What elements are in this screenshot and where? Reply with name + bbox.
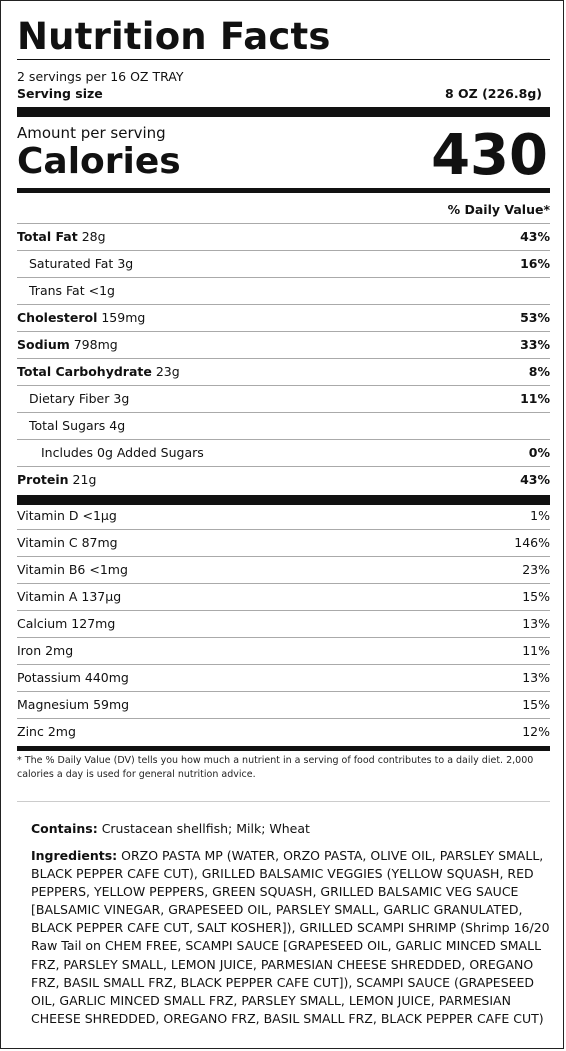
row-divider xyxy=(17,664,550,665)
nutrient-name: Includes 0g Added Sugars xyxy=(41,445,204,460)
vitamin-dv: 12% xyxy=(522,724,550,739)
nutrient-row-total-carbohydrate: Total Carbohydrate 23g 8% xyxy=(17,358,550,385)
nutrient-row-total-sugars: Total Sugars 4g xyxy=(17,412,550,439)
nutrient-name: Sodium 798mg xyxy=(17,337,118,352)
daily-value-header: % Daily Value* xyxy=(447,202,550,217)
ingredients-label: Ingredients: xyxy=(31,848,118,863)
nutrient-dv: 11% xyxy=(520,391,550,406)
vitamin-name: Magnesium 59mg xyxy=(17,697,130,712)
nutrient-row-added-sugars: Includes 0g Added Sugars 0% xyxy=(17,439,550,466)
allergen-statement: Contains: Crustacean shellfish; Milk; Wh… xyxy=(31,820,551,838)
label-title: Nutrition Facts xyxy=(17,15,331,58)
thick-divider-top xyxy=(17,107,550,117)
nutrient-dv: 8% xyxy=(528,364,550,379)
row-divider xyxy=(17,250,550,251)
calories-divider xyxy=(17,188,550,193)
nutrient-row-protein: Protein 21g 43% xyxy=(17,466,550,493)
ingredients-statement: Ingredients: ORZO PASTA MP (WATER, ORZO … xyxy=(31,847,551,1028)
row-divider xyxy=(17,610,550,611)
ingredients-text: ORZO PASTA MP (WATER, ORZO PASTA, OLIVE … xyxy=(31,848,550,1026)
vitamin-dv: 13% xyxy=(522,670,550,685)
nutrient-name: Total Carbohydrate 23g xyxy=(17,364,180,379)
serving-size-label: Serving size xyxy=(17,86,103,101)
vitamin-name: Vitamin B6 <1mg xyxy=(17,562,128,577)
vitamin-name: Vitamin D <1µg xyxy=(17,508,117,523)
row-divider xyxy=(17,529,550,530)
vitamin-row-iron: Iron 2mg 11% xyxy=(17,637,550,664)
vitamin-row-zinc: Zinc 2mg 12% xyxy=(17,718,550,745)
nutrient-row-dietary-fiber: Dietary Fiber 3g 11% xyxy=(17,385,550,412)
nutrient-name: Cholesterol 159mg xyxy=(17,310,146,325)
servings-per-container: 2 servings per 16 OZ TRAY xyxy=(17,69,184,84)
row-divider xyxy=(17,466,550,467)
vitamin-dv: 23% xyxy=(522,562,550,577)
nutrient-dv: 43% xyxy=(520,229,550,244)
vitamin-row-vitamin-b6: Vitamin B6 <1mg 23% xyxy=(17,556,550,583)
footnote-divider xyxy=(17,746,550,751)
contains-text: Crustacean shellfish; Milk; Wheat xyxy=(101,821,310,836)
vitamin-name: Vitamin A 137µg xyxy=(17,589,122,604)
row-divider xyxy=(17,718,550,719)
row-divider xyxy=(17,583,550,584)
nutrient-name: Saturated Fat 3g xyxy=(29,256,134,271)
nutrient-dv: 16% xyxy=(520,256,550,271)
nutrient-name: Total Fat 28g xyxy=(17,229,106,244)
nutrient-name: Protein 21g xyxy=(17,472,97,487)
title-divider xyxy=(17,59,550,60)
vitamin-name: Potassium 440mg xyxy=(17,670,129,685)
vitamin-row-calcium: Calcium 127mg 13% xyxy=(17,610,550,637)
vitamin-row-vitamin-d: Vitamin D <1µg 1% xyxy=(17,502,550,529)
calories-label: Calories xyxy=(17,141,181,182)
nutrient-row-cholesterol: Cholesterol 159mg 53% xyxy=(17,304,550,331)
nutrient-row-saturated-fat: Saturated Fat 3g 16% xyxy=(17,250,550,277)
row-divider xyxy=(17,439,550,440)
row-divider xyxy=(17,277,550,278)
row-divider xyxy=(17,223,550,224)
vitamin-row-vitamin-a: Vitamin A 137µg 15% xyxy=(17,583,550,610)
thick-divider-vitamins xyxy=(17,495,550,505)
vitamin-name: Zinc 2mg xyxy=(17,724,76,739)
nutrient-row-total-fat: Total Fat 28g 43% xyxy=(17,223,550,250)
nutrient-name: Trans Fat <1g xyxy=(29,283,115,298)
vitamin-name: Iron 2mg xyxy=(17,643,74,658)
vitamin-name: Calcium 127mg xyxy=(17,616,116,631)
vitamin-row-magnesium: Magnesium 59mg 15% xyxy=(17,691,550,718)
row-divider xyxy=(17,358,550,359)
nutrient-dv: 53% xyxy=(520,310,550,325)
amount-per-serving: Amount per serving xyxy=(17,124,166,142)
row-divider xyxy=(17,331,550,332)
row-divider xyxy=(17,304,550,305)
daily-value-footnote: * The % Daily Value (DV) tells you how m… xyxy=(17,755,534,780)
row-divider xyxy=(17,556,550,557)
nutrient-name: Total Sugars 4g xyxy=(29,418,126,433)
vitamin-name: Vitamin C 87mg xyxy=(17,535,118,550)
vitamin-dv: 13% xyxy=(522,616,550,631)
serving-size-value: 8 OZ (226.8g) xyxy=(444,86,542,101)
nutrient-name: Dietary Fiber 3g xyxy=(29,391,130,406)
vitamin-dv: 15% xyxy=(522,697,550,712)
nutrient-dv: 0% xyxy=(528,445,550,460)
row-divider xyxy=(17,412,550,413)
nutrient-row-trans-fat: Trans Fat <1g xyxy=(17,277,550,304)
nutrient-row-sodium: Sodium 798mg 33% xyxy=(17,331,550,358)
vitamin-dv: 15% xyxy=(522,589,550,604)
row-divider xyxy=(17,691,550,692)
nutrient-dv: 43% xyxy=(520,472,550,487)
vitamin-dv: 146% xyxy=(514,535,550,550)
calories-value: 430 xyxy=(431,123,548,188)
allergen-divider xyxy=(17,801,550,802)
vitamin-row-potassium: Potassium 440mg 13% xyxy=(17,664,550,691)
row-divider xyxy=(17,637,550,638)
vitamin-row-vitamin-c: Vitamin C 87mg 146% xyxy=(17,529,550,556)
contains-label: Contains: xyxy=(31,821,98,836)
row-divider xyxy=(17,385,550,386)
vitamin-dv: 11% xyxy=(522,643,550,658)
nutrient-dv: 33% xyxy=(520,337,550,352)
vitamin-dv: 1% xyxy=(530,508,550,523)
